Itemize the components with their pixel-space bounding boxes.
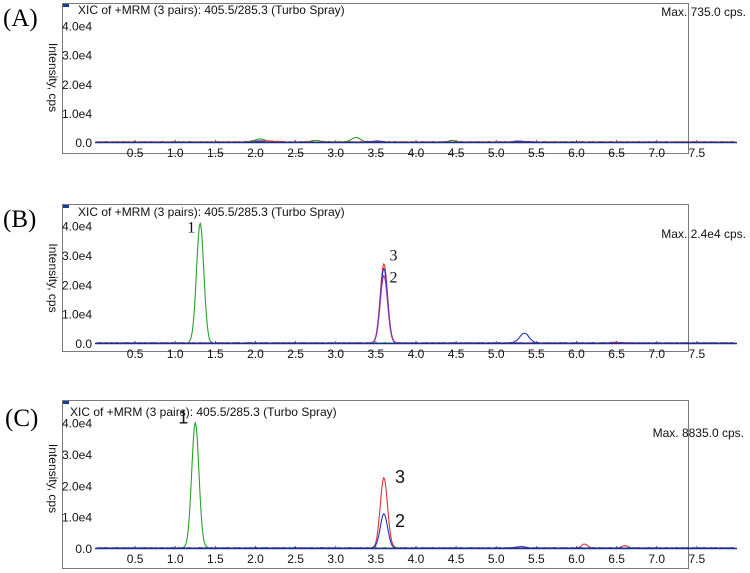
y-tick-label: 4.0e4	[62, 20, 92, 34]
y-tick-label: 0.0	[75, 337, 92, 351]
y-tick-label: 4.0e4	[62, 417, 92, 431]
x-tick-label: 2.0	[247, 347, 264, 361]
x-tick-label: 3.5	[368, 552, 385, 566]
x-tick-label: 6.5	[608, 347, 625, 361]
x-tick-label: 7.5	[689, 146, 706, 160]
y-axis-label: Intensity, cps	[46, 43, 60, 112]
x-tick-label: 5.5	[528, 347, 545, 361]
x-tick-label: 4.0	[408, 146, 425, 160]
x-tick-label: 4.5	[448, 552, 465, 566]
max-intensity-label: Max. 8835.0 cps.	[653, 426, 744, 440]
y-tick-label: 0.0	[75, 542, 92, 556]
peak-label-1: 1	[178, 408, 188, 428]
x-tick-label: 4.0	[408, 347, 425, 361]
x-tick-label: 5.0	[488, 552, 505, 566]
x-tick-label: 0.5	[127, 347, 144, 361]
plot-header: XIC of +MRM (3 pairs): 405.5/285.3 (Turb…	[78, 205, 345, 219]
y-tick-label: 3.0e4	[62, 49, 92, 63]
x-tick-label: 6.0	[568, 552, 585, 566]
y-tick-label: 3.0e4	[62, 448, 92, 462]
y-tick-label: 1.0e4	[62, 511, 92, 525]
y-tick-label: 3.0e4	[62, 249, 92, 263]
panel-label: (A)	[3, 5, 38, 32]
x-tick-label: 2.0	[247, 146, 264, 160]
trace-marker-icon	[63, 205, 69, 208]
plot-frame	[62, 204, 689, 352]
plot-frame	[62, 400, 689, 569]
y-tick-label: 2.0e4	[62, 78, 92, 92]
y-tick-label: 1.0e4	[62, 107, 92, 121]
x-tick-label: 7.0	[648, 146, 665, 160]
x-tick-label: 6.0	[568, 146, 585, 160]
x-tick-label: 1.0	[167, 146, 184, 160]
x-tick-label: 4.5	[448, 347, 465, 361]
x-tick-label: 6.5	[608, 552, 625, 566]
x-tick-label: 5.5	[528, 552, 545, 566]
x-tick-label: 1.5	[207, 552, 224, 566]
x-tick-label: 3.0	[327, 552, 344, 566]
x-tick-label: 3.5	[368, 146, 385, 160]
x-tick-label: 4.0	[408, 552, 425, 566]
chart-panel-c: (C) XIC of +MRM (3 pairs): 405.5/285.3 (T…	[5, 400, 744, 569]
max-intensity-label: Max. 2.4e4 cps.	[661, 227, 746, 241]
y-axis-label: Intensity, cps	[46, 444, 60, 513]
x-tick-label: 1.5	[207, 347, 224, 361]
x-tick-label: 6.5	[608, 146, 625, 160]
x-tick-label: 0.5	[127, 146, 144, 160]
x-tick-label: 2.0	[247, 552, 264, 566]
x-tick-label: 2.5	[287, 347, 304, 361]
x-tick-label: 3.5	[368, 347, 385, 361]
x-tick-label: 6.0	[568, 347, 585, 361]
x-tick-label: 1.0	[167, 552, 184, 566]
y-tick-label: 2.0e4	[62, 479, 92, 493]
x-tick-label: 1.0	[167, 347, 184, 361]
chart-panel-a: (A) XIC of +MRM (3 pairs): 405.5/285.3 (T…	[3, 3, 746, 160]
x-tick-label: 7.0	[648, 552, 665, 566]
x-tick-label: 2.5	[287, 146, 304, 160]
trace-marker-icon	[63, 401, 69, 404]
x-tick-label: 5.0	[488, 347, 505, 361]
x-tick-label: 3.0	[327, 347, 344, 361]
peak-label-3: 3	[395, 467, 405, 487]
x-tick-label: 5.0	[488, 146, 505, 160]
x-tick-label: 2.5	[287, 552, 304, 566]
y-tick-label: 0.0	[75, 136, 92, 150]
x-tick-label: 5.5	[528, 146, 545, 160]
x-tick-label: 4.5	[448, 146, 465, 160]
plot-frame	[62, 3, 689, 154]
plot-header: XIC of +MRM (3 pairs): 405.5/285.3 (Turb…	[70, 405, 337, 419]
peak-label-3: 3	[390, 247, 398, 264]
peak-label-2: 2	[390, 269, 398, 286]
x-tick-label: 7.5	[689, 552, 706, 566]
x-tick-label: 3.0	[327, 146, 344, 160]
x-tick-label: 7.5	[689, 347, 706, 361]
peak-label-2: 2	[395, 511, 405, 531]
panel-label: (B)	[3, 206, 36, 233]
y-tick-label: 4.0e4	[62, 220, 92, 234]
plot-header: XIC of +MRM (3 pairs): 405.5/285.3 (Turb…	[78, 3, 345, 17]
y-axis-label: Intensity, cps	[46, 243, 60, 312]
chart-panel-b: (B) XIC of +MRM (3 pairs): 405.5/285.3 (T…	[3, 204, 746, 361]
x-tick-label: 7.0	[648, 347, 665, 361]
panel-label: (C)	[5, 405, 38, 432]
y-tick-label: 1.0e4	[62, 308, 92, 322]
y-tick-label: 2.0e4	[62, 278, 92, 292]
max-intensity-label: Max. 735.0 cps.	[661, 5, 746, 19]
trace-marker-icon	[63, 4, 69, 7]
peak-label-1: 1	[187, 220, 195, 237]
x-tick-label: 1.5	[207, 146, 224, 160]
x-tick-label: 0.5	[127, 552, 144, 566]
